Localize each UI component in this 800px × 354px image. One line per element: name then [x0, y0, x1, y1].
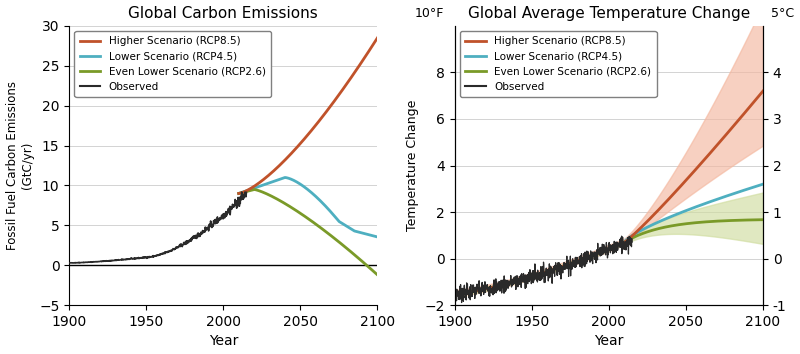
Y-axis label: Temperature Change: Temperature Change	[406, 100, 419, 231]
X-axis label: Year: Year	[594, 335, 623, 348]
Text: 10°F: 10°F	[414, 7, 444, 20]
Legend: Higher Scenario (RCP8.5), Lower Scenario (RCP4.5), Even Lower Scenario (RCP2.6),: Higher Scenario (RCP8.5), Lower Scenario…	[460, 31, 657, 97]
Legend: Higher Scenario (RCP8.5), Lower Scenario (RCP4.5), Even Lower Scenario (RCP2.6),: Higher Scenario (RCP8.5), Lower Scenario…	[74, 31, 271, 97]
Title: Global Carbon Emissions: Global Carbon Emissions	[129, 6, 318, 21]
Title: Global Average Temperature Change: Global Average Temperature Change	[468, 6, 750, 21]
Y-axis label: Fossil Fuel Carbon Emissions
(GtC/yr): Fossil Fuel Carbon Emissions (GtC/yr)	[6, 81, 34, 250]
Text: 5°C: 5°C	[771, 7, 794, 20]
X-axis label: Year: Year	[209, 335, 238, 348]
